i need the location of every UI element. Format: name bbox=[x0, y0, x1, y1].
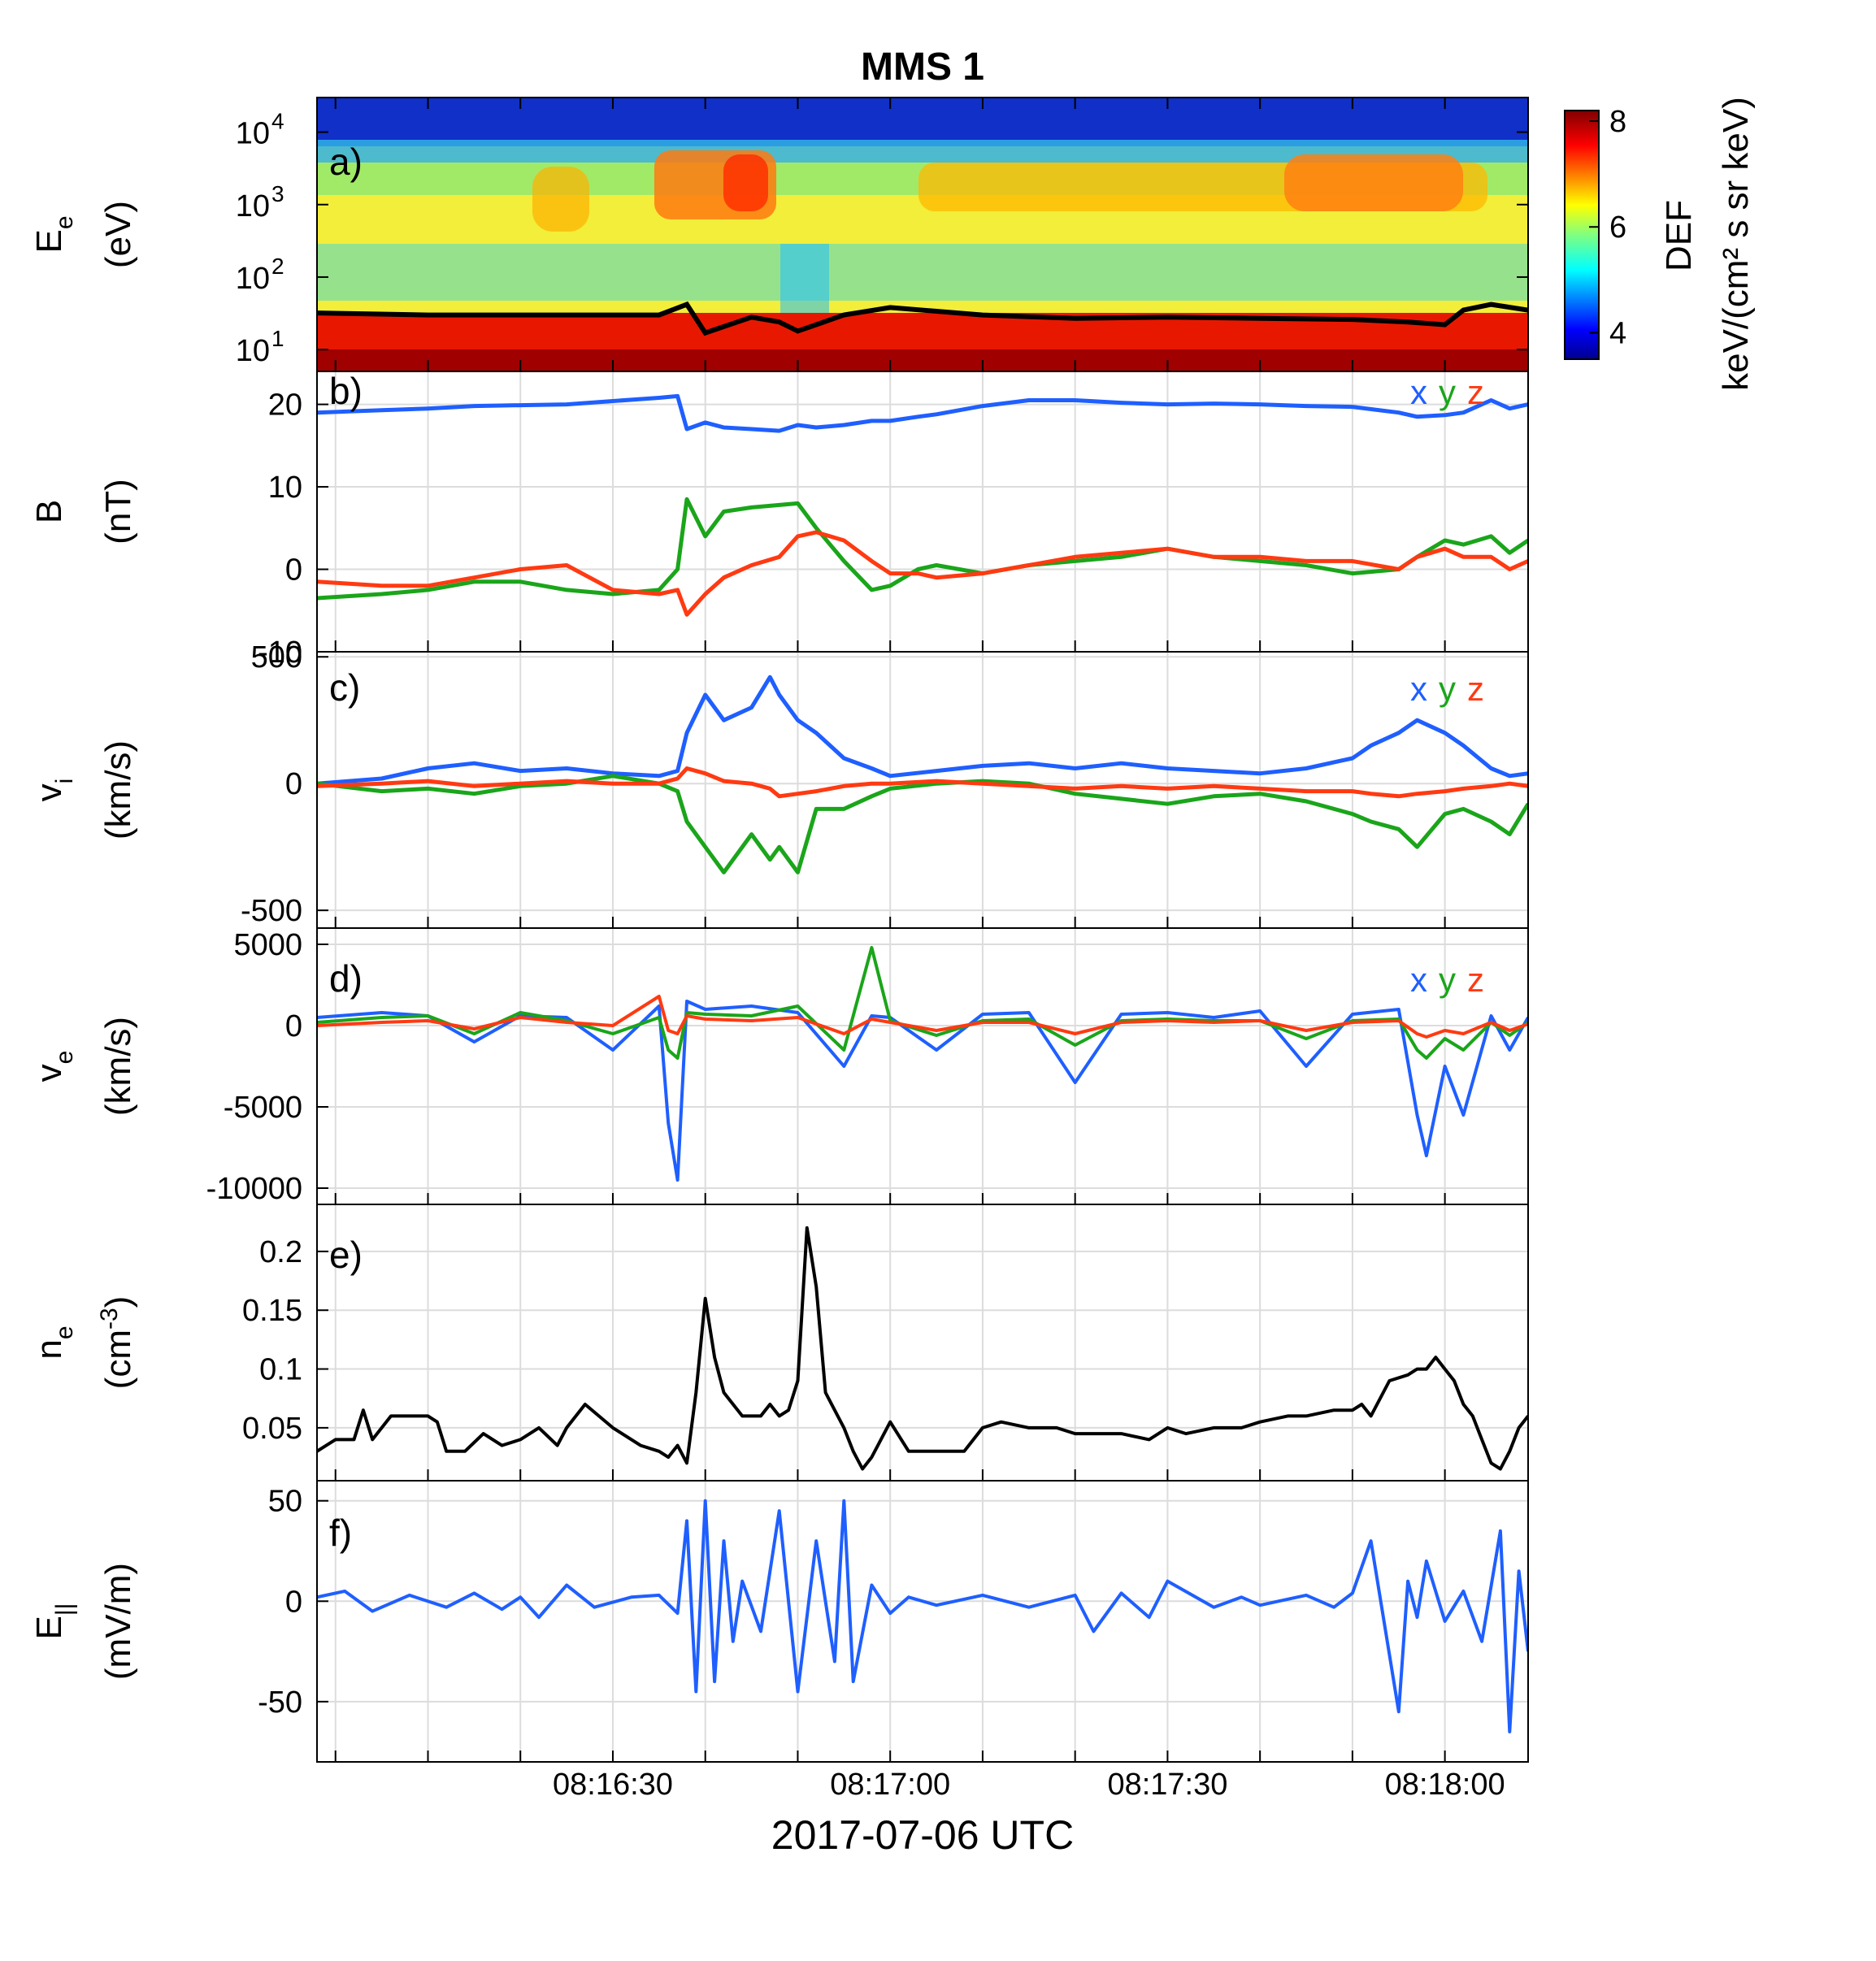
panel-e-frame bbox=[316, 1204, 1529, 1482]
panel-d-yunit: (km/s) bbox=[98, 1017, 138, 1116]
panel-c: 500 0 -500 c) x y z vi (km/s) bbox=[29, 640, 1529, 929]
panel-d-line-z bbox=[317, 995, 1528, 1039]
panel-c-tag: c) bbox=[329, 666, 360, 709]
panel-b-ytick-label: 0 bbox=[285, 553, 302, 588]
panel-c-line-z bbox=[317, 766, 1528, 799]
panel-c-ytick-label: -500 bbox=[241, 894, 302, 928]
spacecraft-potential-line bbox=[317, 301, 1528, 336]
panel-a-ytick-exponent: 3 bbox=[271, 181, 284, 206]
panel-d-ytick-label: 5000 bbox=[233, 928, 302, 962]
panel-d: 5000 0 -5000 -10000 d) x y z ve (km/s) bbox=[29, 927, 1529, 1206]
panel-c-line-x bbox=[317, 675, 1528, 786]
panel-c-ylabel: vi bbox=[29, 779, 78, 802]
panel-b-yunit: (nT) bbox=[98, 479, 138, 544]
panel-b-ytick-label: 10 bbox=[268, 471, 302, 505]
x-axis-label: 2017-07-06 UTC bbox=[771, 1812, 1074, 1858]
panel-d-ytick-label: -5000 bbox=[224, 1091, 302, 1125]
panel-b-line-x bbox=[317, 393, 1528, 433]
colorbar-units: keV/(cm² s sr keV) bbox=[1716, 97, 1756, 391]
panel-b-line-z bbox=[317, 530, 1528, 617]
panel-b-series bbox=[317, 393, 1528, 617]
panel-b-frame bbox=[316, 371, 1529, 653]
panel-c-series bbox=[317, 675, 1528, 874]
panel-d-series bbox=[317, 946, 1528, 1182]
panel-e-line bbox=[317, 1226, 1528, 1471]
colorbar-tick-label: 6 bbox=[1609, 210, 1626, 245]
x-tick-labels: 08:16:30 08:17:00 08:17:30 08:18:00 bbox=[553, 1768, 1505, 1802]
panel-c-line-y bbox=[317, 774, 1528, 874]
spectrogram-mid-band-2 bbox=[317, 244, 1528, 301]
spectrogram-warm-region-a bbox=[532, 167, 589, 232]
panel-e-yunit: (cm-3) bbox=[96, 1296, 138, 1390]
panel-c-ytick-label: 500 bbox=[251, 640, 302, 675]
spectrogram-hot-region-2 bbox=[1284, 154, 1463, 211]
panel-a-ytick-label: 10 bbox=[236, 189, 270, 223]
panel-b-ytick-label: 20 bbox=[268, 388, 302, 423]
x-tick-label: 08:17:30 bbox=[1107, 1768, 1227, 1802]
panel-a-ytick-label: 10 bbox=[236, 334, 270, 368]
panel-b: 20 10 0 -10 b) x y z B (nT) bbox=[29, 370, 1529, 670]
panel-d-ytick-label: 0 bbox=[285, 1009, 302, 1043]
panel-e-ytick-label: 0.15 bbox=[242, 1294, 302, 1328]
panel-b-ylabel: B bbox=[29, 500, 69, 523]
panel-f-yunit: (mV/m) bbox=[98, 1563, 138, 1680]
figure-title: MMS 1 bbox=[861, 46, 984, 89]
panel-e-series bbox=[317, 1226, 1528, 1471]
colorbar-tick-label: 4 bbox=[1609, 316, 1626, 350]
panel-e-ylabel: ne bbox=[29, 1325, 78, 1359]
panel-f-ytick-label: -50 bbox=[258, 1686, 302, 1720]
x-tick-label: 08:17:00 bbox=[830, 1768, 950, 1802]
panel-d-ytick-label: -10000 bbox=[206, 1172, 302, 1206]
panel-a-ytick-exponent: 4 bbox=[271, 109, 284, 134]
panel-e-ytick-label: 0.1 bbox=[259, 1353, 302, 1387]
panel-d-line-x bbox=[317, 1000, 1528, 1182]
spectrogram-hot-region-1-core bbox=[723, 154, 768, 211]
colorbar-tick-label: 8 bbox=[1609, 105, 1626, 139]
panel-e: 0.2 0.15 0.1 0.05 e) ne (cm-3) bbox=[29, 1204, 1529, 1482]
panel-f-ylabel: E|| bbox=[29, 1603, 78, 1640]
panel-e-tag: e) bbox=[329, 1234, 363, 1276]
panel-a-yunit: (eV) bbox=[98, 201, 138, 268]
panel-e-ytick-label: 0.05 bbox=[242, 1412, 302, 1446]
panel-a-ytick-exponent: 2 bbox=[271, 254, 284, 279]
panel-c-yunit: (km/s) bbox=[98, 740, 138, 839]
panel-a-tag: a) bbox=[329, 141, 363, 183]
panel-f-series bbox=[317, 1499, 1528, 1733]
panel-d-ylabel: ve bbox=[29, 1051, 78, 1082]
spectrogram-high-energy-band bbox=[317, 98, 1528, 146]
colorbar-ticks: 4 6 8 bbox=[1589, 105, 1626, 350]
panel-f-ytick-label: 0 bbox=[285, 1585, 302, 1619]
panel-f: 50 0 -50 f) E|| (mV/m) bbox=[29, 1480, 1529, 1763]
colorbar bbox=[1564, 110, 1600, 360]
panel-f-ytick-label: 50 bbox=[268, 1485, 302, 1519]
panel-f-line bbox=[317, 1499, 1528, 1733]
panel-a-spectrogram bbox=[317, 98, 1528, 371]
panel-f-frame bbox=[316, 1480, 1529, 1763]
x-tick-label: 08:18:00 bbox=[1385, 1768, 1505, 1802]
panel-a-ytick-label: 10 bbox=[236, 117, 270, 151]
panel-a-ytick-label: 10 bbox=[236, 262, 270, 296]
panel-d-frame bbox=[316, 927, 1529, 1205]
panel-b-ytick-label: -10 bbox=[258, 636, 302, 670]
x-tick-label: 08:16:30 bbox=[553, 1768, 673, 1802]
colorbar-label: DEF bbox=[1659, 200, 1699, 271]
panel-a-ylabel: Ee bbox=[29, 215, 78, 253]
panel-d-tag: d) bbox=[329, 957, 363, 1000]
panel-d-line-y bbox=[317, 946, 1528, 1060]
spectrogram-low-energy-band-dark bbox=[317, 349, 1528, 371]
panel-b-line-y bbox=[317, 497, 1528, 601]
panel-a-ytick-exponent: 1 bbox=[271, 326, 284, 351]
panel-f-tag: f) bbox=[329, 1512, 352, 1554]
panel-c-ytick-label: 0 bbox=[285, 767, 302, 801]
panel-e-ytick-label: 0.2 bbox=[259, 1235, 302, 1269]
panel-b-tag: b) bbox=[329, 370, 363, 412]
